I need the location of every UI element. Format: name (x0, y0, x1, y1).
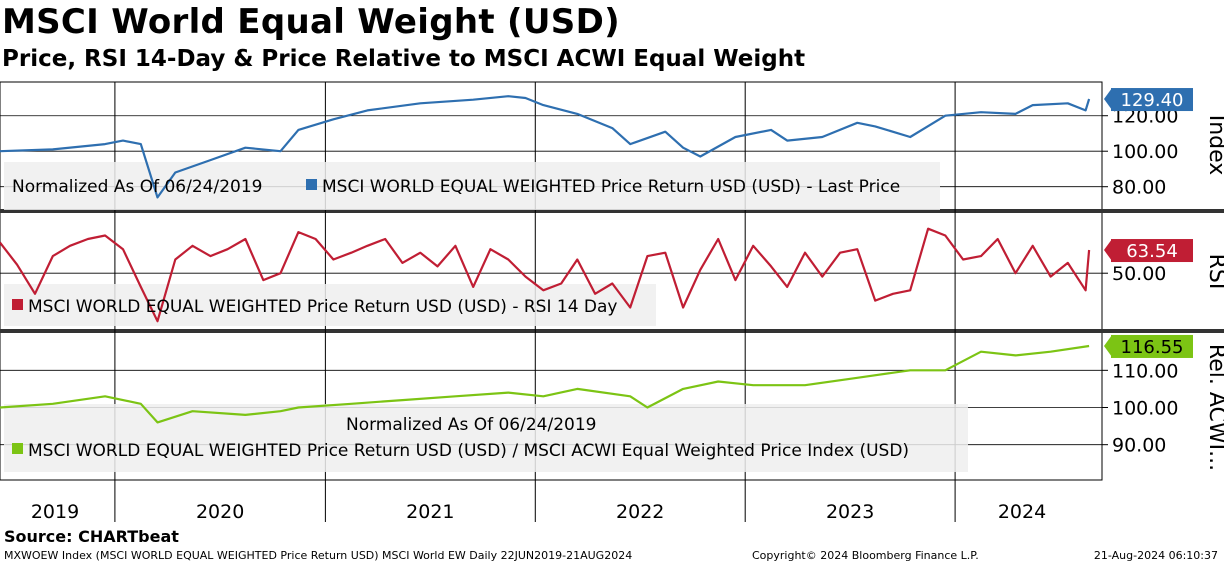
legend-note: Normalized As Of 06/24/2019 (346, 415, 596, 435)
y-tick-label: 100.00 (1112, 141, 1178, 163)
last-value-label: 116.55 (1121, 337, 1184, 358)
legend-swatch (306, 179, 317, 190)
x-tick-label: 2020 (196, 501, 244, 523)
y-axis-title: RSI (1204, 254, 1224, 290)
footer-description: MXWOEW Index (MSCI WORLD EQUAL WEIGHTED … (4, 549, 633, 562)
y-tick-label: 120.00 (1112, 106, 1178, 128)
y-tick-label: 80.00 (1112, 177, 1166, 199)
series-line (0, 344, 1090, 424)
last-value-pointer (1104, 88, 1112, 111)
last-value-label: 63.54 (1126, 241, 1178, 262)
legend-box (4, 284, 656, 326)
panel-separator (0, 329, 1224, 333)
y-axis-title: Rel. ACWI... (1204, 344, 1224, 471)
x-tick-label: 2022 (616, 501, 664, 523)
last-value-pointer (1104, 239, 1112, 262)
series-line (0, 95, 1091, 199)
x-tick-label: 2021 (406, 501, 454, 523)
y-axis-title: Index (1204, 115, 1224, 176)
chart-title: MSCI World Equal Weight (USD) (2, 2, 620, 42)
x-tick-label: 2023 (826, 501, 874, 523)
legend-series-label: MSCI WORLD EQUAL WEIGHTED Price Return U… (28, 441, 909, 461)
legend-swatch (12, 299, 23, 310)
y-tick-label: 100.00 (1112, 398, 1178, 420)
legend-series-label: MSCI WORLD EQUAL WEIGHTED Price Return U… (322, 177, 900, 197)
y-tick-label: 90.00 (1112, 435, 1166, 457)
legend-note: Normalized As Of 06/24/2019 (12, 177, 262, 197)
source-note: Source: CHARTbeat (4, 527, 179, 546)
series-line (0, 227, 1091, 323)
last-value-label: 129.40 (1121, 90, 1184, 111)
panel-separator (0, 209, 1224, 213)
legend-box (4, 404, 968, 472)
y-tick-label: 110.00 (1112, 360, 1178, 382)
legend-box (4, 162, 940, 210)
last-value-badge (1111, 88, 1193, 112)
legend-swatch (12, 443, 23, 454)
y-tick-label: 50.00 (1112, 263, 1166, 285)
x-tick-label: 2019 (31, 501, 79, 523)
last-value-pointer (1104, 334, 1112, 357)
x-tick-label: 2024 (998, 501, 1046, 523)
chart-subtitle: Price, RSI 14-Day & Price Relative to MS… (2, 46, 806, 72)
footer-copyright: Copyright© 2024 Bloomberg Finance L.P. (752, 549, 979, 562)
footer-timestamp: 21-Aug-2024 06:10:37 (1093, 549, 1218, 562)
last-value-badge (1111, 334, 1193, 358)
legend-series-label: MSCI WORLD EQUAL WEIGHTED Price Return U… (28, 297, 618, 317)
last-value-badge (1111, 239, 1193, 263)
